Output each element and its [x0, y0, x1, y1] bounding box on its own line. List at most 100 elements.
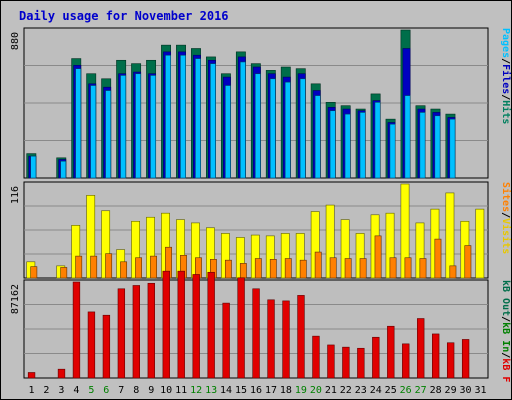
bar-sites — [359, 258, 367, 279]
x-tick-label: 21 — [325, 385, 337, 396]
bar-kb-f — [417, 318, 425, 379]
bar-pages — [224, 85, 231, 179]
bar-pages — [314, 95, 321, 179]
legend-visits-sites: Sites/Visits — [500, 182, 512, 254]
bar-pages — [344, 113, 351, 179]
bar-sites — [105, 253, 113, 279]
bar-kb-f — [132, 285, 141, 379]
bar-sites — [284, 258, 292, 279]
y-max-label: 87162 — [10, 284, 21, 314]
legend-item: Visits — [500, 218, 512, 254]
bar-pages — [180, 54, 186, 179]
x-tick-label: 10 — [160, 385, 172, 396]
bar-sites — [449, 265, 457, 279]
bar-kb-f — [252, 288, 260, 379]
bar-kb-f — [102, 314, 111, 379]
legend-item: / — [500, 352, 511, 358]
bar-pages — [269, 78, 276, 179]
bar-kb-f — [72, 281, 81, 379]
bar-sites — [434, 238, 442, 279]
bar-kb-f — [312, 335, 320, 379]
legend-item: Sites — [500, 182, 512, 212]
bar-sites — [329, 257, 337, 279]
x-tick-label: 23 — [355, 385, 367, 396]
bar-pages — [284, 81, 291, 179]
bar-visits — [445, 192, 455, 279]
bar-sites — [120, 261, 128, 279]
x-tick-label: 5 — [88, 385, 94, 396]
legend-item: / — [500, 212, 511, 218]
x-tick-label: 16 — [250, 385, 262, 396]
bar-sites — [135, 257, 143, 279]
bar-sites — [344, 258, 352, 279]
bar-kb-f — [327, 344, 335, 379]
bar-kb-f — [27, 372, 36, 379]
bar-pages — [150, 75, 157, 179]
bar-sites — [75, 255, 83, 279]
bar-sites — [389, 257, 397, 279]
bar-sites — [464, 245, 472, 279]
x-tick-label: 7 — [118, 385, 124, 396]
bar-sites — [314, 251, 322, 279]
x-tick-label: 9 — [148, 385, 154, 396]
bar-pages — [60, 160, 67, 179]
x-tick-label: 13 — [205, 385, 217, 396]
legend-hits-files-pages: Pages/Files/Hits — [500, 28, 512, 124]
x-tick-label: 3 — [58, 385, 64, 396]
x-tick-label: 2 — [43, 385, 49, 396]
bar-pages — [239, 61, 246, 179]
legend-kbf-kbin-kbout: kB Out/kB In/kB F — [500, 280, 511, 382]
bar-pages — [254, 73, 261, 179]
chart-title: Daily usage for November 2016 — [19, 9, 229, 23]
bar-kb-f — [57, 368, 66, 379]
bar-kb-f — [297, 295, 305, 379]
bar-kb-f — [117, 288, 126, 379]
bar-pages — [389, 123, 396, 179]
x-tick-label: 29 — [445, 385, 457, 396]
bar-kb-f — [222, 302, 230, 379]
bar-sites — [254, 258, 262, 279]
bar-kb-f — [162, 270, 170, 379]
x-tick-label: 14 — [220, 385, 232, 396]
legend-item: / — [500, 58, 511, 64]
bar-kb-f — [372, 336, 380, 379]
bar-pages — [419, 112, 426, 179]
bar-kb-f — [87, 311, 96, 379]
x-tick-label: 1 — [28, 385, 34, 396]
bar-kb-f — [446, 342, 455, 379]
x-tick-label: 30 — [460, 385, 472, 396]
x-tick-label: 11 — [175, 385, 187, 396]
bar-kb-f — [267, 299, 275, 379]
panel-hits-files-pages: 880 Pages/Files/Hits — [10, 27, 512, 179]
bar-kb-f — [402, 343, 410, 379]
bar-visits — [475, 208, 485, 279]
x-axis-labels: 1 2 3 4 5 6 7 8 9 10 11 12 13 14 15 16 17 18 19 20 21 22 23 24 2… — [28, 385, 486, 396]
x-tick-label: 15 — [235, 385, 247, 396]
bar-pages — [329, 110, 336, 179]
bar-kb-f — [282, 300, 290, 379]
x-tick-label: 31 — [474, 385, 486, 396]
bar-pages — [105, 90, 112, 179]
bar-sites — [239, 263, 247, 279]
bar-pages — [374, 102, 381, 179]
x-tick-label: 17 — [265, 385, 277, 396]
bar-pages — [434, 115, 441, 179]
x-tick-label: 6 — [103, 385, 109, 396]
y-max-label: 880 — [10, 32, 21, 50]
x-tick-label: 22 — [340, 385, 352, 396]
bar-pages — [210, 63, 216, 179]
bar-kb-f — [461, 339, 470, 379]
legend-item: / — [500, 94, 511, 100]
legend-item: kB In — [500, 322, 511, 352]
panel-visits-sites: 116 Sites/Visits — [10, 181, 512, 279]
panel-kbf-kbin-kbout: 87162 kB Out/kB In/kB F — [10, 270, 511, 382]
x-tick-label: 27 — [415, 385, 427, 396]
bar-sites — [419, 258, 427, 279]
legend-item: / — [500, 316, 511, 322]
bar-pages — [75, 68, 82, 179]
bar-sites — [269, 259, 277, 279]
bar-pages — [165, 54, 171, 179]
bar-kb-f — [237, 277, 245, 379]
bar-kb-f — [357, 347, 365, 379]
